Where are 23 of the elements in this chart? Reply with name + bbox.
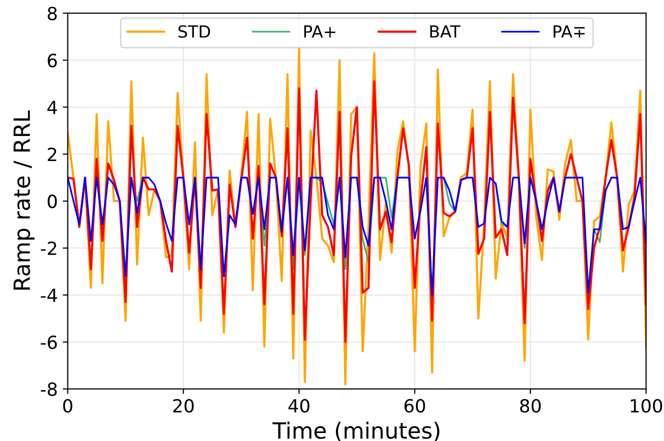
- line-series: [68, 176, 646, 296]
- y-tick-label: 8: [48, 6, 57, 20]
- x-tick-label: 40: [288, 399, 310, 413]
- line-series: [68, 47, 646, 386]
- y-tick-label: -2: [40, 242, 56, 255]
- y-tick-label: -6: [40, 335, 57, 350]
- legend-label: STD: [178, 25, 210, 38]
- legend-label: PA+: [304, 25, 336, 38]
- y-tick-label: -8: [40, 382, 57, 396]
- x-tick-label: 80: [520, 399, 541, 413]
- y-tick-label: -4: [40, 288, 57, 302]
- y-tick-label: 2: [48, 148, 56, 161]
- y-tick-label: 6: [48, 54, 57, 68]
- x-tick-label: 0: [63, 399, 72, 413]
- line-series: [68, 80, 646, 344]
- y-tick-label: 0: [48, 194, 57, 208]
- x-tick-label: 100: [630, 399, 662, 413]
- y-axis-title: Ramp rate / RRL: [14, 110, 34, 290]
- y-tick-label: 4: [47, 100, 57, 114]
- x-tick-label: 60: [404, 399, 426, 413]
- x-tick-label: 20: [173, 399, 194, 413]
- legend-label: BAT: [430, 25, 460, 38]
- legend-label: PA∓: [554, 25, 585, 38]
